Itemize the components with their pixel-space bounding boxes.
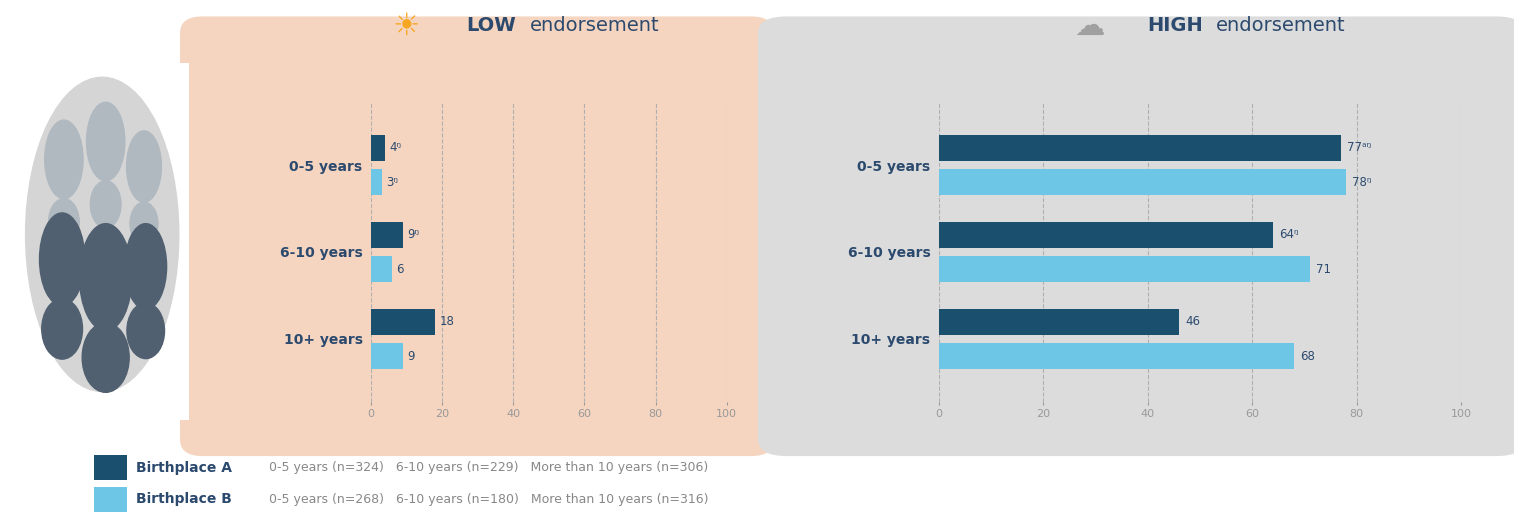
Bar: [939, 222, 1273, 248]
Bar: [371, 134, 385, 161]
Text: endorsement: endorsement: [530, 16, 660, 35]
Text: 78ᵑ: 78ᵑ: [1352, 176, 1372, 189]
Ellipse shape: [127, 303, 165, 359]
FancyBboxPatch shape: [759, 16, 1514, 456]
Bar: [371, 309, 435, 334]
Circle shape: [127, 131, 162, 202]
Bar: [939, 309, 1179, 334]
Bar: [939, 134, 1341, 161]
Text: 6: 6: [397, 263, 404, 276]
Circle shape: [39, 213, 85, 306]
Text: Birthplace A: Birthplace A: [136, 461, 232, 475]
Text: 18: 18: [439, 315, 454, 328]
Text: ☀: ☀: [392, 12, 419, 41]
Bar: [939, 256, 1310, 282]
Bar: [371, 170, 382, 195]
Ellipse shape: [82, 323, 129, 392]
Bar: [939, 343, 1294, 370]
Text: 3ᵑ: 3ᵑ: [386, 176, 398, 189]
Ellipse shape: [42, 299, 83, 359]
Bar: [371, 256, 392, 282]
Bar: [939, 170, 1346, 195]
Text: 9ᵑ: 9ᵑ: [407, 228, 419, 241]
Circle shape: [80, 224, 132, 331]
Text: 9: 9: [407, 350, 415, 363]
Text: 0-5 years (n=268)   6-10 years (n=180)   More than 10 years (n=316): 0-5 years (n=268) 6-10 years (n=180) Mor…: [269, 493, 709, 506]
Circle shape: [26, 77, 179, 392]
Text: endorsement: endorsement: [1216, 16, 1346, 35]
Text: 71: 71: [1316, 263, 1331, 276]
Circle shape: [124, 224, 167, 309]
Circle shape: [45, 120, 83, 198]
Text: HIGH: HIGH: [1148, 16, 1204, 35]
Circle shape: [86, 102, 124, 181]
Text: Birthplace B: Birthplace B: [136, 492, 232, 506]
FancyBboxPatch shape: [180, 16, 774, 456]
Ellipse shape: [91, 181, 121, 228]
Text: 64ᵑ: 64ᵑ: [1279, 228, 1299, 241]
Text: 77ᵃᵑ: 77ᵃᵑ: [1347, 141, 1372, 154]
Text: 0-5 years (n=324)   6-10 years (n=229)   More than 10 years (n=306): 0-5 years (n=324) 6-10 years (n=229) Mor…: [269, 461, 709, 474]
Text: 46: 46: [1185, 315, 1201, 328]
Ellipse shape: [130, 202, 157, 245]
Text: 68: 68: [1301, 350, 1316, 363]
Bar: [371, 343, 403, 370]
Bar: [371, 222, 403, 248]
Text: 4ᵑ: 4ᵑ: [389, 141, 401, 154]
Ellipse shape: [48, 198, 79, 246]
Text: ☁: ☁: [1075, 12, 1105, 41]
Text: LOW: LOW: [466, 16, 516, 35]
